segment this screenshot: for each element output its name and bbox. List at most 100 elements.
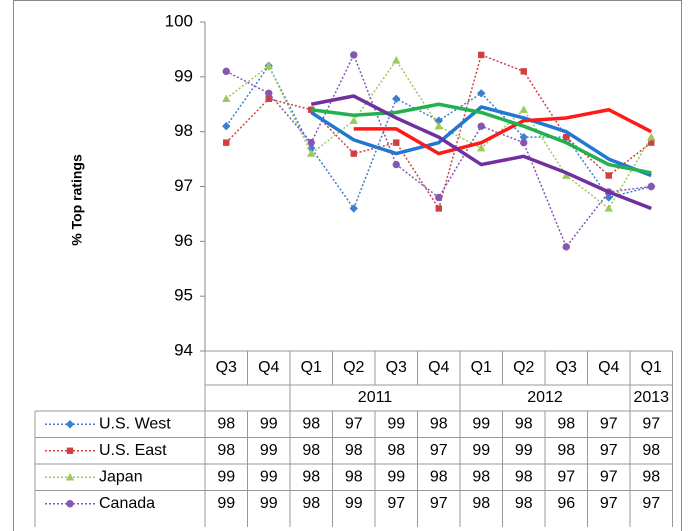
- table-value: 97: [642, 495, 660, 512]
- x-tick-label: Q1: [471, 359, 492, 376]
- marker: [562, 243, 570, 251]
- y-tick-label: 98: [174, 121, 193, 140]
- table-value: 98: [217, 442, 235, 459]
- year-label: 2012: [527, 389, 563, 406]
- marker: [350, 51, 358, 59]
- marker: [605, 172, 612, 179]
- marker: [519, 105, 528, 113]
- marker: [435, 205, 442, 212]
- table-value: 98: [642, 442, 660, 459]
- trend-line: [353, 107, 653, 156]
- marker: [647, 182, 655, 191]
- table-value: 98: [430, 468, 448, 485]
- table-value: 97: [642, 415, 660, 432]
- table-value: 98: [302, 468, 320, 485]
- x-tick-label: Q2: [513, 359, 534, 376]
- y-axis-label: % Top ratings: [69, 154, 85, 246]
- marker: [393, 139, 400, 146]
- legend-marker: [65, 420, 75, 429]
- table-value: 99: [387, 415, 405, 432]
- table-value: 99: [217, 495, 235, 512]
- table-value: 98: [472, 495, 490, 512]
- table-value: 98: [302, 495, 320, 512]
- marker: [392, 56, 401, 64]
- table-value: 97: [430, 495, 448, 512]
- y-tick-label: 94: [174, 340, 193, 359]
- x-tick-label: Q4: [428, 359, 449, 376]
- x-tick-label: Q3: [556, 359, 577, 376]
- marker: [265, 89, 273, 97]
- marker: [563, 133, 570, 141]
- table-value: 99: [472, 415, 490, 432]
- table-value: 98: [430, 415, 448, 432]
- y-tick-label: 97: [174, 176, 193, 195]
- x-tick-label: Q2: [343, 359, 364, 376]
- marker: [307, 149, 316, 157]
- marker: [434, 116, 443, 125]
- chart-frame: [13, 0, 682, 531]
- y-tick-label: 96: [174, 231, 193, 250]
- table-value: 98: [302, 442, 320, 459]
- marker: [349, 116, 358, 124]
- x-tick-label: Q1: [301, 359, 322, 376]
- x-tick-label: Q1: [641, 359, 662, 376]
- trend-line: [310, 105, 652, 178]
- marker: [222, 121, 231, 131]
- legend-label: U.S. West: [99, 415, 171, 432]
- marker: [520, 68, 527, 75]
- series-line: [225, 59, 652, 210]
- x-tick-label: Q3: [386, 359, 407, 376]
- year-label: 2013: [633, 389, 669, 406]
- marker: [647, 132, 656, 141]
- y-tick-label: 100: [165, 11, 193, 30]
- marker: [349, 204, 358, 213]
- table-value: 99: [515, 442, 533, 459]
- marker: [350, 150, 357, 157]
- marker: [562, 171, 571, 179]
- table-value: 97: [430, 442, 448, 459]
- marker: [392, 160, 400, 169]
- marker: [223, 139, 230, 146]
- table-value: 99: [217, 468, 235, 485]
- table-value: 99: [260, 468, 278, 485]
- trend-line: [311, 102, 652, 175]
- table-value: 98: [515, 415, 533, 432]
- series-line: [225, 53, 652, 211]
- marker: [478, 51, 485, 59]
- table-value: 99: [260, 442, 278, 459]
- marker: [264, 61, 273, 70]
- table-value: 97: [345, 415, 363, 432]
- marker: [222, 67, 230, 76]
- x-tick-label: Q3: [216, 359, 237, 376]
- table-value: 99: [472, 442, 490, 459]
- x-tick-label: Q4: [258, 359, 279, 376]
- table-value: 99: [387, 468, 405, 485]
- year-label: 2011: [358, 389, 393, 406]
- legend-label: Canada: [99, 495, 155, 512]
- table-value: 97: [557, 468, 575, 485]
- marker: [477, 143, 486, 152]
- marker: [648, 139, 655, 146]
- table-value: 99: [260, 495, 278, 512]
- table-value: 98: [472, 468, 490, 485]
- table-value: 98: [515, 495, 533, 512]
- table-value: 97: [600, 415, 618, 432]
- legend-marker: [66, 447, 74, 454]
- trend-line: [310, 94, 652, 211]
- table-value: 98: [302, 415, 320, 432]
- legend-label: U.S. East: [99, 442, 167, 459]
- series-line: [225, 53, 652, 249]
- marker: [520, 138, 528, 147]
- table-value: 98: [217, 415, 235, 432]
- table-value: 98: [345, 442, 363, 459]
- legend-marker: [65, 473, 75, 481]
- table-value: 97: [387, 495, 405, 512]
- marker: [222, 94, 231, 102]
- table-value: 97: [600, 442, 618, 459]
- marker: [519, 132, 528, 142]
- table-value: 96: [557, 495, 575, 512]
- table-value: 98: [557, 442, 575, 459]
- legend-marker: [66, 500, 74, 508]
- table-value: 97: [600, 495, 618, 512]
